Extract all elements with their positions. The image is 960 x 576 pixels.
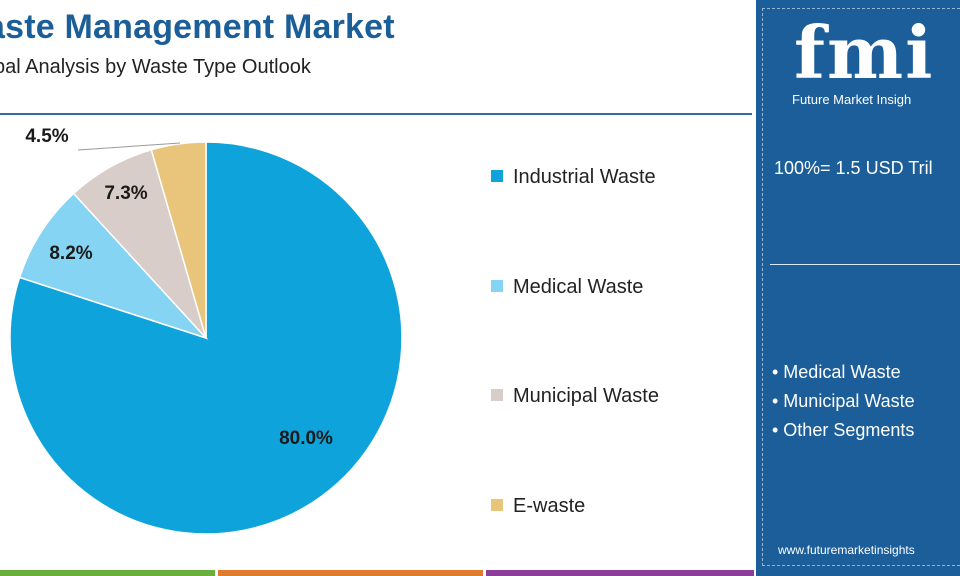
website-link[interactable]: www.futuremarketinsights (778, 543, 915, 557)
legend-label: Municipal Waste (513, 385, 659, 407)
market-total: 100%= 1.5 USD Tril (774, 158, 933, 178)
bottom-bar-blue (756, 570, 960, 576)
panel-frame (762, 8, 960, 566)
pie-slice-e-waste (150, 141, 207, 339)
legend-swatch (491, 280, 503, 292)
legend-swatch (491, 389, 503, 401)
segment-list: • Medical Waste • Municipal Waste • Othe… (772, 362, 915, 449)
chart-title: aste Management Market (0, 8, 395, 46)
bottom-bar-green (0, 570, 215, 576)
pie-chart: 80.0% 8.2% 7.3% 4.5% (9, 126, 403, 535)
data-label-medical-waste: 8.2% (49, 243, 92, 264)
segment-item: • Municipal Waste (772, 391, 915, 411)
legend-item-industrial-waste: Industrial Waste (491, 166, 656, 189)
pie-slice-medical-waste (18, 192, 209, 340)
legend-label: Industrial Waste (513, 166, 656, 188)
side-panel: fmi Future Market Insigh 100%= 1.5 USD T… (756, 0, 960, 576)
bottom-bar-purple (486, 570, 754, 576)
segment-item: • Other Segments (772, 420, 915, 440)
data-label-industrial-waste: 80.0% (279, 428, 333, 449)
legend-label: Medical Waste (513, 276, 644, 298)
legend-item-medical-waste: Medical Waste (491, 276, 643, 299)
legend-label: E-waste (513, 495, 586, 517)
data-label-e-waste: 4.5% (25, 126, 68, 147)
legend-swatch (491, 170, 503, 182)
legend-item-municipal-waste: Municipal Waste (491, 385, 659, 408)
legend-swatch (491, 499, 503, 511)
header-divider (0, 113, 752, 115)
legend-item-e-waste: E-waste (491, 495, 585, 518)
leader-line (77, 142, 181, 151)
logo-caption: Future Market Insigh (792, 92, 912, 107)
segment-item: • Medical Waste (772, 362, 901, 382)
panel-divider (770, 264, 960, 265)
fmi-logo: fmi (794, 10, 935, 95)
chart-subtitle: bal Analysis by Waste Type Outlook (0, 56, 311, 78)
data-label-municipal-waste: 7.3% (104, 183, 147, 204)
bottom-bar-orange (218, 570, 483, 576)
